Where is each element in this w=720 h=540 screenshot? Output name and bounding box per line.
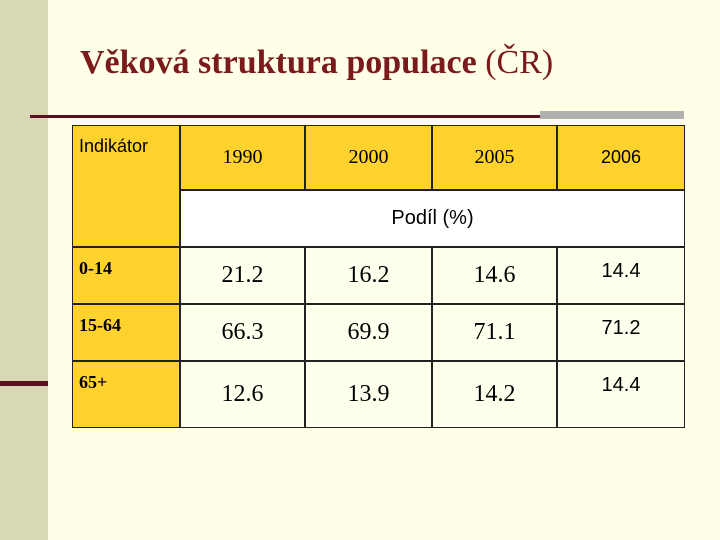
- side-band: [0, 0, 48, 540]
- value-cell: 69.9: [305, 304, 432, 361]
- header-cell: 2006: [557, 125, 685, 190]
- value-cell: 14.4: [557, 247, 685, 304]
- value-cell: 66.3: [180, 304, 305, 361]
- value-cell: 71.2: [557, 304, 685, 361]
- value-cell: 14.2: [432, 361, 557, 428]
- value-cell: 21.2: [180, 247, 305, 304]
- value-cell: 13.9: [305, 361, 432, 428]
- value-cell: 16.2: [305, 247, 432, 304]
- value-cell: 71.1: [432, 304, 557, 361]
- header-cell: 1990: [180, 125, 305, 190]
- subheader-cell: Podíl (%): [180, 190, 685, 247]
- value-cell: 14.4: [557, 361, 685, 428]
- title-suffix: (ČR): [485, 44, 554, 81]
- row-label: 65+: [72, 361, 180, 428]
- title: Věková struktura populace (ČR): [80, 44, 553, 82]
- row-label: 0-14: [72, 247, 180, 304]
- title-rule: [30, 115, 542, 118]
- title-main: Věková struktura populace: [80, 44, 477, 81]
- value-cell: 14.6: [432, 247, 557, 304]
- title-rule-accent: [540, 111, 684, 119]
- header-cell: 2005: [432, 125, 557, 190]
- value-cell: 12.6: [180, 361, 305, 428]
- row-label: 15-64: [72, 304, 180, 361]
- header-cell: Indikátor: [72, 125, 180, 247]
- header-cell: 2000: [305, 125, 432, 190]
- side-accent: [0, 381, 48, 386]
